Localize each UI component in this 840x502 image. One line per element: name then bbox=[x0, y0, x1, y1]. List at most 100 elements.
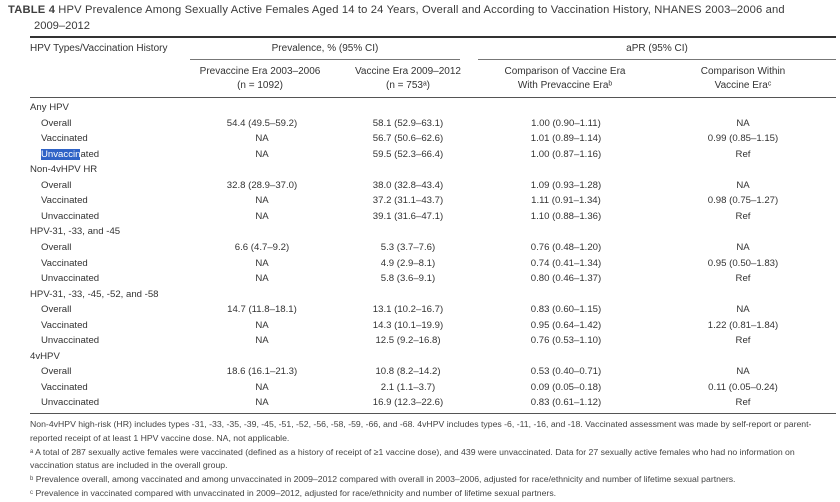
cell-vac: 39.1 (31.6–47.1) bbox=[372, 210, 444, 222]
cell-pre: NA bbox=[255, 195, 269, 207]
cell-cmp1: 0.76 (0.48–1.20) bbox=[530, 241, 602, 253]
header-prevaccine: Prevaccine Era 2003–2006 (n = 1092) bbox=[190, 65, 330, 93]
cell-cmp2: NA bbox=[736, 304, 750, 316]
cell-pre: NA bbox=[255, 335, 269, 347]
cell-cmp2: 0.11 (0.05–0.24) bbox=[708, 381, 778, 393]
cell-cmp2: Ref bbox=[735, 273, 751, 285]
top-rule bbox=[30, 36, 836, 38]
header-prevaccine-line2: (n = 1092) bbox=[237, 80, 283, 91]
table-caption: TABLE 4 HPV Prevalence Among Sexually Ac… bbox=[8, 2, 834, 34]
cell-cmp2: NA bbox=[736, 241, 750, 253]
cell-pre: NA bbox=[255, 148, 269, 160]
header-vaccine-line2: (n = 753ᵃ) bbox=[385, 80, 431, 91]
cell-vac: 2.1 (1.1–3.7) bbox=[380, 381, 436, 393]
cell-cmp2: NA bbox=[736, 179, 750, 191]
cell-pre: 54.4 (49.5–59.2) bbox=[226, 117, 298, 129]
cell-vac: 5.3 (3.7–7.6) bbox=[380, 241, 436, 253]
cell-cmp2: Ref bbox=[735, 210, 751, 222]
row-label: Unvaccinated bbox=[41, 397, 100, 409]
cell-cmp1: 0.09 (0.05–0.18) bbox=[530, 381, 602, 393]
cell-vac: 56.7 (50.6–62.6) bbox=[372, 133, 444, 145]
row-label: Overall bbox=[41, 179, 72, 191]
row-label: Unvaccinated bbox=[41, 210, 100, 222]
cell-cmp1: 0.74 (0.41–1.34) bbox=[530, 257, 602, 269]
cell-pre: NA bbox=[255, 257, 269, 269]
cell-vac: 10.8 (8.2–14.2) bbox=[375, 366, 441, 378]
cell-cmp1: 1.09 (0.93–1.28) bbox=[530, 179, 602, 191]
header-prevaccine-line1: Prevaccine Era 2003–2006 bbox=[199, 66, 321, 77]
row-label-rest: ated bbox=[80, 148, 100, 160]
cell-cmp1: 1.00 (0.87–1.16) bbox=[530, 148, 602, 160]
row-label: Overall bbox=[41, 117, 72, 129]
cell-cmp1: 0.76 (0.53–1.10) bbox=[530, 335, 602, 347]
cell-vac: 37.2 (31.1–43.7) bbox=[372, 195, 444, 207]
cell-cmp1: 1.11 (0.91–1.34) bbox=[531, 195, 601, 207]
cell-cmp2: Ref bbox=[735, 148, 751, 160]
group-heading: 4vHPV bbox=[30, 350, 60, 362]
row-label: Unvaccinated bbox=[41, 335, 100, 347]
cell-cmp1: 0.83 (0.60–1.15) bbox=[530, 304, 602, 316]
header-comparison-eras-line2: With Prevaccine Eraᵇ bbox=[517, 80, 613, 91]
cell-vac: 5.8 (3.6–9.1) bbox=[380, 273, 436, 285]
cell-cmp1: 0.80 (0.46–1.37) bbox=[530, 273, 602, 285]
cell-vac: 13.1 (10.2–16.7) bbox=[372, 304, 444, 316]
row-label: Vaccinated bbox=[41, 195, 88, 207]
cell-pre: NA bbox=[255, 319, 269, 331]
cell-cmp2: Ref bbox=[735, 397, 751, 409]
header-prevalence-group: Prevalence, % (95% CI) bbox=[271, 43, 379, 54]
cell-cmp1: 1.00 (0.90–1.11) bbox=[531, 117, 601, 129]
header-comparison-within: Comparison Within Vaccine Eraᶜ bbox=[660, 65, 826, 93]
cell-pre: NA bbox=[255, 381, 269, 393]
cell-cmp2: NA bbox=[736, 366, 750, 378]
cell-pre: NA bbox=[255, 273, 269, 285]
header-vaccine: Vaccine Era 2009–2012 (n = 753ᵃ) bbox=[338, 65, 478, 93]
cell-pre: NA bbox=[255, 133, 269, 145]
header-comparison-eras: Comparison of Vaccine Era With Prevaccin… bbox=[482, 65, 648, 93]
table-title-line2: 2009–2012 bbox=[34, 20, 90, 32]
cell-pre: 18.6 (16.1–21.3) bbox=[226, 366, 298, 378]
cell-vac: 4.9 (2.9–8.1) bbox=[380, 257, 436, 269]
text-selection-highlight[interactable]: Unvaccin bbox=[41, 148, 81, 160]
row-label: Overall bbox=[41, 366, 72, 378]
cell-pre: NA bbox=[255, 397, 269, 409]
header-apr-group: aPR (95% CI) bbox=[626, 43, 688, 54]
footnotes: Non-4vHPV high-risk (HR) includes types … bbox=[30, 418, 836, 501]
row-label: Overall bbox=[41, 241, 72, 253]
cell-cmp2: 0.99 (0.85–1.15) bbox=[707, 133, 779, 145]
cell-pre: NA bbox=[255, 210, 269, 222]
header-comparison-eras-line1: Comparison of Vaccine Era bbox=[504, 66, 626, 77]
cell-cmp1: 1.01 (0.89–1.14) bbox=[530, 133, 602, 145]
header-comparison-within-line2: Vaccine Eraᶜ bbox=[714, 80, 772, 91]
cell-vac: 12.5 (9.2–16.8) bbox=[375, 335, 441, 347]
header-comparison-within-line1: Comparison Within bbox=[700, 66, 786, 77]
cell-cmp2: 0.95 (0.50–1.83) bbox=[707, 257, 779, 269]
group-heading: Any HPV bbox=[30, 102, 69, 113]
cell-cmp2: Ref bbox=[735, 335, 751, 347]
cell-cmp2: 1.22 (0.81–1.84) bbox=[707, 319, 779, 331]
header-hpv-types: HPV Types/Vaccination History bbox=[30, 43, 168, 54]
table-title-line1: HPV Prevalence Among Sexually Active Fem… bbox=[58, 4, 785, 16]
row-label: Vaccinated bbox=[41, 319, 88, 331]
footnote-a: ᵃ A total of 287 sexually active females… bbox=[30, 446, 795, 471]
cell-cmp1: 0.95 (0.64–1.42) bbox=[530, 319, 602, 331]
cell-cmp1: 1.10 (0.88–1.36) bbox=[530, 210, 602, 222]
cell-cmp2: 0.98 (0.75–1.27) bbox=[707, 195, 779, 207]
cell-vac: 14.3 (10.1–19.9) bbox=[372, 319, 444, 331]
prevalence-group-rule bbox=[190, 59, 460, 60]
row-label: Vaccinated bbox=[41, 257, 88, 269]
cell-vac: 59.5 (52.3–66.4) bbox=[372, 148, 444, 160]
row-label: Vaccinated bbox=[41, 381, 88, 393]
row-label: Vaccinated bbox=[41, 133, 88, 145]
cell-pre: 32.8 (28.9–37.0) bbox=[226, 179, 298, 191]
row-label: Overall bbox=[41, 304, 72, 316]
cell-vac: 58.1 (52.9–63.1) bbox=[372, 117, 444, 129]
cell-vac: 16.9 (12.3–22.6) bbox=[372, 397, 444, 409]
apr-group-rule bbox=[478, 59, 836, 60]
table-bottom-rule bbox=[30, 413, 836, 414]
header-bottom-rule bbox=[30, 97, 836, 98]
header-vaccine-line1: Vaccine Era 2009–2012 bbox=[354, 66, 461, 77]
footnote-b: ᵇ Prevalence overall, among vaccinated a… bbox=[30, 474, 736, 485]
cell-cmp1: 0.53 (0.40–0.71) bbox=[530, 366, 602, 378]
row-label: Unvaccinated bbox=[41, 273, 100, 285]
cell-cmp2: NA bbox=[736, 117, 750, 129]
